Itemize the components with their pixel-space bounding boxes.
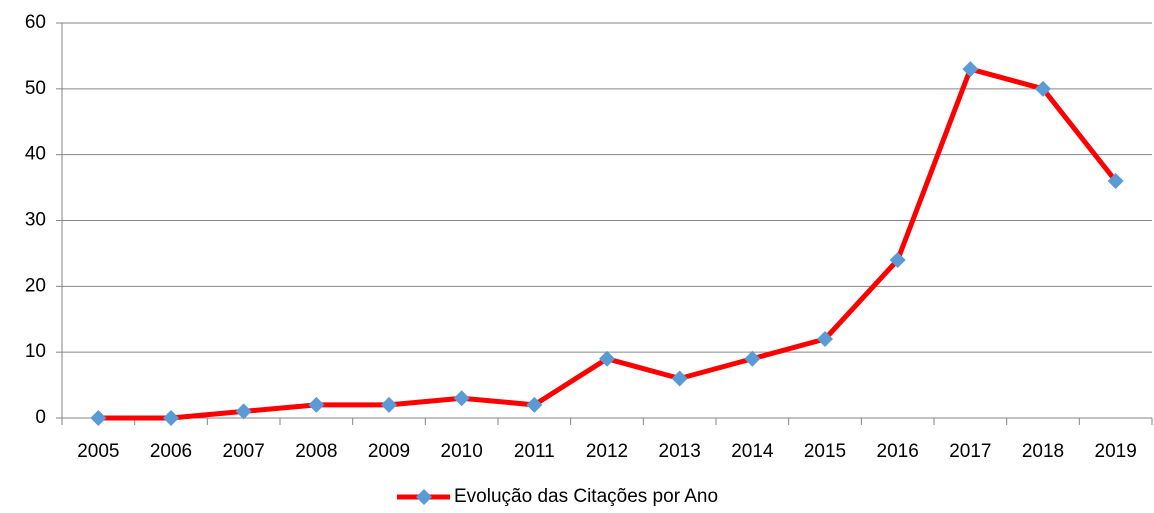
point-marker <box>1035 80 1051 97</box>
y-tick-label: 30 <box>25 210 46 231</box>
point-marker <box>817 331 833 347</box>
x-tick-label: 2005 <box>77 441 119 462</box>
point-marker <box>526 396 543 413</box>
point-marker <box>381 396 397 413</box>
point-marker <box>962 61 979 78</box>
x-tick-label: 2014 <box>731 441 774 462</box>
point-marker <box>671 370 688 387</box>
x-tick-label: 2010 <box>441 441 483 462</box>
legend-label: Evolução das Citações por Ano <box>454 486 718 507</box>
y-tick-label: 0 <box>35 407 46 428</box>
x-tick-label: 2012 <box>586 441 628 462</box>
x-tick-label: 2013 <box>659 441 701 462</box>
x-tick-label: 2011 <box>514 441 555 462</box>
point-marker <box>453 390 470 407</box>
y-tick-label: 10 <box>25 341 46 362</box>
x-tick-label: 2018 <box>1022 441 1064 462</box>
point-marker <box>599 350 615 367</box>
point-marker <box>163 410 179 426</box>
point-marker <box>889 252 906 268</box>
x-tick-label: 2017 <box>949 441 991 462</box>
point-marker <box>90 410 107 426</box>
legend-marker <box>416 489 432 505</box>
x-tick-label: 2008 <box>295 441 337 462</box>
x-tick-label: 2006 <box>150 441 192 462</box>
y-tick-label: 20 <box>25 275 46 296</box>
point-marker <box>1107 173 1124 189</box>
x-tick-label: 2015 <box>804 441 846 462</box>
x-tick-label: 2019 <box>1095 441 1137 462</box>
y-tick-label: 40 <box>25 144 46 165</box>
y-tick-label: 50 <box>25 78 46 99</box>
y-tick-label: 60 <box>25 12 46 33</box>
point-marker <box>744 350 761 367</box>
x-tick-label: 2016 <box>877 441 919 462</box>
x-tick-label: 2009 <box>368 441 410 462</box>
x-tick-label: 2007 <box>223 441 265 462</box>
point-marker <box>235 403 252 420</box>
point-marker <box>308 396 325 413</box>
